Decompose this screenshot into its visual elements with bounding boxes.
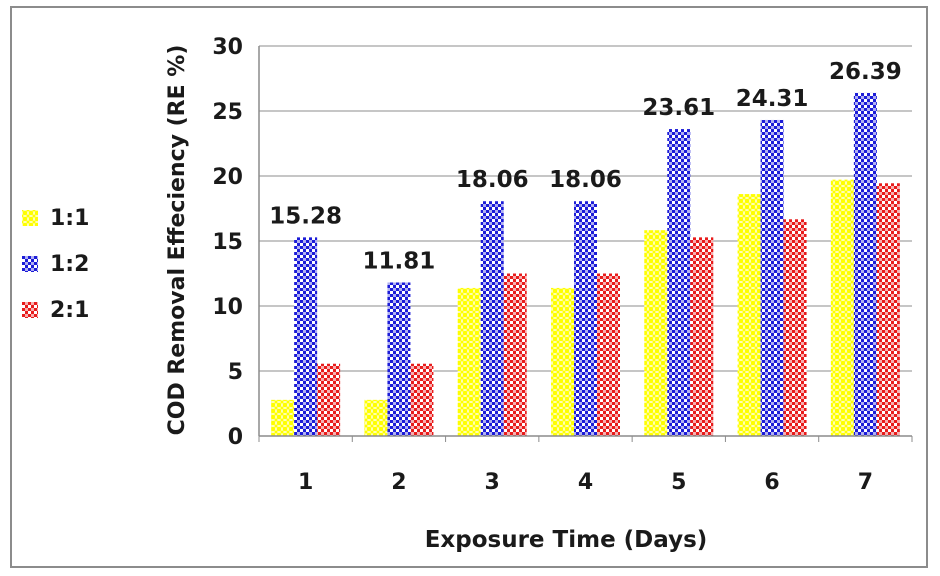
data-label: 26.39 (829, 59, 902, 85)
bar-2-1-day-1 (317, 363, 341, 436)
bar-1-1-day-1 (271, 399, 295, 436)
legend-label: 1:2 (50, 251, 90, 277)
y-tick-label: 10 (212, 295, 243, 320)
y-tick-label: 15 (212, 230, 243, 255)
legend-swatch (22, 302, 38, 318)
legend-label: 2:1 (50, 297, 90, 323)
bar-1-2-day-4 (574, 201, 597, 436)
y-tick-label: 20 (212, 165, 243, 190)
y-tick-label: 5 (228, 360, 243, 385)
x-tick-label: 5 (671, 470, 686, 495)
bar-2-1-day-6 (783, 219, 807, 436)
bar-1-2-day-3 (480, 201, 504, 436)
data-label: 18.06 (456, 167, 529, 193)
x-tick-label: 1 (298, 470, 313, 495)
bar-1-1-day-4 (551, 287, 574, 436)
x-tick-label: 3 (485, 470, 500, 495)
axes: 0 5 10 15 20 25 30 1 2 3 4 5 6 7 (212, 35, 913, 495)
bar-1-2-day-5 (667, 129, 691, 436)
legend-swatch (22, 210, 38, 226)
legend: 1:1 1:2 2:1 (22, 195, 89, 333)
legend-item: 1:1 (22, 195, 89, 241)
y-axis-title: COD Removal Effeciency (RE %) (165, 45, 190, 436)
bar-1-1-day-6 (737, 194, 761, 436)
legend-label: 1:1 (50, 205, 90, 231)
bars (271, 92, 900, 437)
bar-2-1-day-7 (876, 183, 900, 436)
bar-1-1-day-2 (364, 399, 388, 436)
bar-1-2-day-2 (387, 282, 411, 436)
x-tick-label: 4 (578, 470, 593, 495)
bar-1-1-day-7 (830, 179, 854, 436)
bar-1-2-day-1 (294, 237, 318, 436)
bar-1-1-day-3 (457, 287, 481, 436)
data-label: 18.06 (549, 167, 622, 193)
data-label: 23.61 (642, 95, 715, 121)
x-tick-label: 2 (391, 470, 406, 495)
legend-item: 2:1 (22, 287, 89, 333)
y-tick-label: 30 (212, 35, 243, 60)
bar-2-1-day-5 (690, 237, 714, 436)
y-tick-label: 25 (212, 100, 243, 125)
data-label: 11.81 (363, 248, 436, 274)
legend-swatch (22, 256, 38, 272)
data-labels: 15.28 11.81 18.06 18.06 23.61 24.31 26.39 (269, 59, 901, 275)
bar-1-2-day-7 (853, 92, 877, 437)
bar-1-2-day-6 (760, 119, 784, 436)
data-label: 15.28 (269, 203, 342, 229)
bar-2-1-day-4 (597, 273, 620, 436)
bar-2-1-day-2 (410, 363, 434, 436)
data-label: 24.31 (736, 86, 809, 112)
bar-2-1-day-3 (503, 273, 527, 436)
legend-item: 1:2 (22, 241, 89, 287)
y-tick-label: 0 (228, 425, 243, 450)
x-axis-title: Exposure Time (Days) (425, 527, 708, 553)
bar-1-1-day-5 (644, 230, 668, 436)
x-tick-label: 6 (764, 470, 779, 495)
x-tick-label: 7 (858, 470, 873, 495)
